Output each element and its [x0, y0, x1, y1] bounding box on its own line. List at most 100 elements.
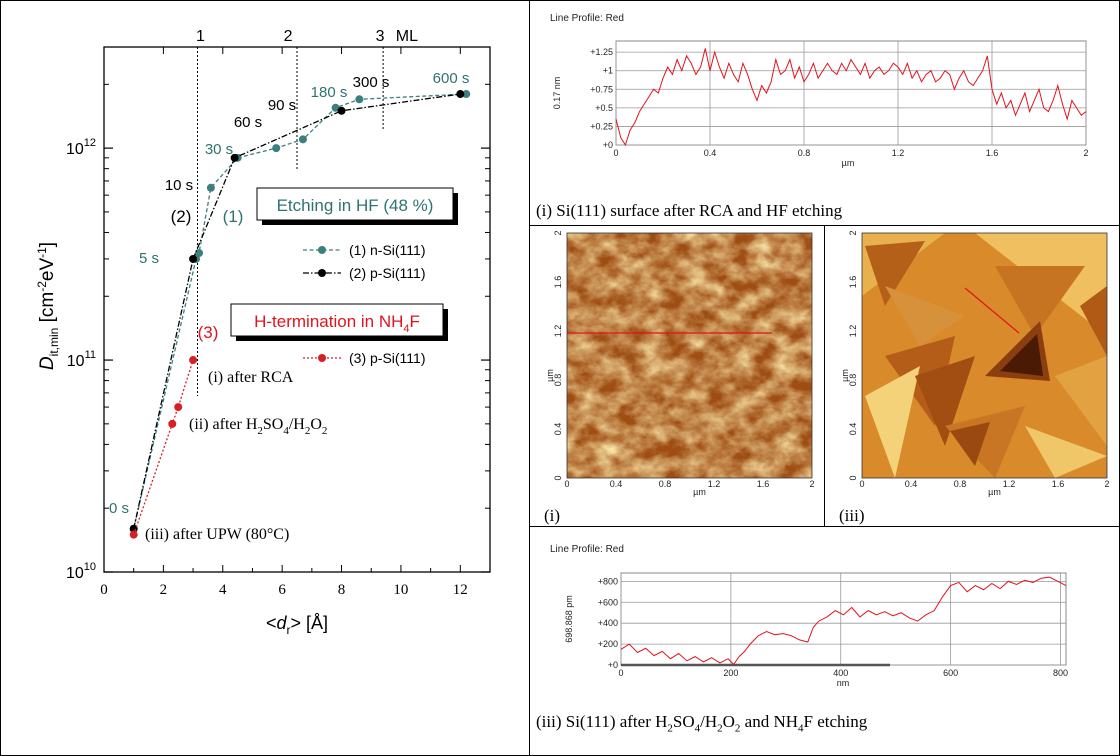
dit-chart-panel: 0 2 4 6 8 10 12 1010 1011 1012 <dr> [Å] Dit,min [cm…	[0, 0, 530, 756]
data-point	[456, 90, 465, 99]
nh4f-label: H-termination in NH4F	[254, 312, 420, 335]
afm-terrace	[1080, 286, 1107, 356]
x-tick-label: 6	[278, 582, 286, 598]
afm-x-tick-label: 1.6	[757, 479, 770, 489]
afm-y-tick-label: 1.2	[848, 325, 858, 338]
afm-terrace	[995, 266, 1085, 336]
afm-y-axis-label: µm	[545, 369, 555, 382]
afm-x-tick-label: 2	[809, 479, 814, 489]
nh4f-box	[230, 303, 444, 337]
afm-i-panel: 0 0.4 0.8 1.2 1.6 2 0 0.4 0.8 1.2 1.6 2 µm µm (i)	[529, 225, 825, 527]
time-label-teal: 0 s	[109, 500, 129, 517]
y-tick-label: 1010	[66, 561, 96, 582]
afm-terrace	[865, 241, 925, 306]
y-tick-label: +400	[598, 618, 618, 628]
x-tick-label: 1.2	[892, 148, 905, 158]
data-point	[230, 153, 239, 162]
x-tick-label: 800	[1053, 668, 1068, 678]
legend-label: (3) p-Si(111)	[349, 350, 426, 366]
afm-frame	[566, 232, 813, 479]
profile-cut-line	[964, 287, 1020, 334]
afm-y-tick-label: 1.6	[553, 276, 563, 289]
afm-x-tick-label: 0	[859, 479, 864, 489]
afm-y-tick-label: 1.6	[848, 276, 858, 289]
top-axis-label: 1	[196, 28, 205, 45]
afm-x-tick-label: 0.8	[954, 479, 967, 489]
annotation-h2so4: (ii) after H2SO4/H2O2	[189, 416, 327, 437]
afm-y-tick-label: 0	[553, 475, 563, 480]
afm-terrace	[1055, 356, 1107, 446]
x-tick-label: 0	[100, 582, 108, 598]
x-tick-label: 0	[613, 148, 618, 158]
afm-x-tick-label: 0.4	[610, 479, 623, 489]
afm-x-axis-label: µm	[693, 487, 706, 497]
profile-i-panel: Line Profile: Red +0 +0.25 +0.5 +0.75 +1 +1.25…	[529, 0, 1120, 226]
afm-y-tick-label: 2	[553, 230, 563, 235]
afm-terrace	[1000, 334, 1043, 376]
time-label: 90 s	[268, 97, 296, 114]
afm-terrace	[950, 422, 990, 466]
afm-iii-caption: (iii)	[839, 506, 865, 525]
y-tick-label: +200	[598, 639, 618, 649]
profile-title: Line Profile: Red	[550, 13, 624, 24]
afm-i-image: 0 0.4 0.8 1.2 1.6 2 0 0.4 0.8 1.2 1.6 2 µm µm	[545, 230, 815, 497]
curve-label-3: (3)	[198, 323, 219, 342]
y-tick-label: +1	[603, 66, 613, 76]
curve-label-1: (1)	[223, 207, 244, 226]
data-point	[331, 103, 340, 112]
x-tick-label: 4	[219, 582, 227, 598]
y-axis-label: Dit,min [cm-2eV-1]	[35, 242, 61, 370]
afm-x-axis-label: µm	[988, 487, 1001, 497]
afm-terrace	[1025, 426, 1107, 478]
afm-y-tick-label: 1.2	[553, 325, 563, 338]
y-axis-label: 0.17 nm	[552, 77, 562, 110]
time-label-teal: 30 s	[205, 141, 233, 158]
afm-y-tick-label: 0.8	[848, 374, 858, 387]
afm-terrace	[865, 366, 920, 478]
time-label: 10 s	[165, 177, 193, 194]
data-point	[272, 144, 281, 153]
afm-x-tick-label: 1.6	[1052, 479, 1065, 489]
profile-iii-caption: (iii) Si(111) after H2SO4/H2O2 and NH4F …	[536, 712, 868, 735]
afm-x-tick-label: 2	[1104, 479, 1109, 489]
x-axis-label: µm	[842, 158, 855, 168]
data-point	[355, 95, 364, 104]
y-tick-label: +0.25	[590, 121, 613, 131]
afm-x-tick-label: 1.2	[708, 479, 721, 489]
y-axis-label: 698.868 pm	[564, 595, 574, 643]
y-tick-label: +0.5	[595, 103, 613, 113]
x-tick-label: 0.4	[704, 148, 717, 158]
profile-line	[620, 576, 1067, 666]
legend-marker	[318, 246, 326, 254]
afm-terrace	[945, 406, 1025, 478]
series-line	[133, 359, 194, 535]
x-tick-label: 10	[393, 582, 408, 598]
profile-iii-panel: Line Profile: Red +0 +200 +400 +600 +800 0 200 4…	[529, 526, 1120, 756]
y-tick-label: 1012	[66, 137, 96, 158]
y-tick-label: +1.25	[590, 47, 613, 57]
afm-x-tick-label: 0.4	[905, 479, 918, 489]
afm-surface	[567, 233, 812, 478]
x-tick-label: 1.6	[986, 148, 999, 158]
y-tick-label: +0.75	[590, 84, 613, 94]
afm-y-tick-label: 0.4	[553, 423, 563, 436]
x-tick-label: 400	[833, 668, 848, 678]
afm-x-tick-label: 0	[564, 479, 569, 489]
top-axis-label: ML	[396, 28, 418, 45]
legend-label: (1) n-Si(111)	[349, 242, 426, 258]
y-tick-label: 1011	[67, 349, 96, 370]
time-label-teal: 600 s	[433, 70, 470, 87]
annotation-rca: (i) after RCA	[208, 369, 294, 386]
data-point	[168, 419, 177, 428]
x-tick-label: 8	[338, 582, 346, 598]
afm-iii-image: 0 0.4 0.8 1.2 1.6 2 0 0.4 0.8 1.2 1.6 2 µm µm	[840, 230, 1110, 497]
profile-i-caption: (i) Si(111) surface after RCA and HF etc…	[536, 201, 843, 220]
x-tick-label: 200	[723, 668, 738, 678]
y-tick-label: +600	[598, 597, 618, 607]
time-label-teal: 5 s	[139, 250, 159, 267]
y-tick-label: +0	[608, 660, 618, 670]
afm-y-axis-label: µm	[840, 369, 850, 382]
afm-y-tick-label: 0.4	[848, 423, 858, 436]
series-line	[133, 93, 461, 529]
